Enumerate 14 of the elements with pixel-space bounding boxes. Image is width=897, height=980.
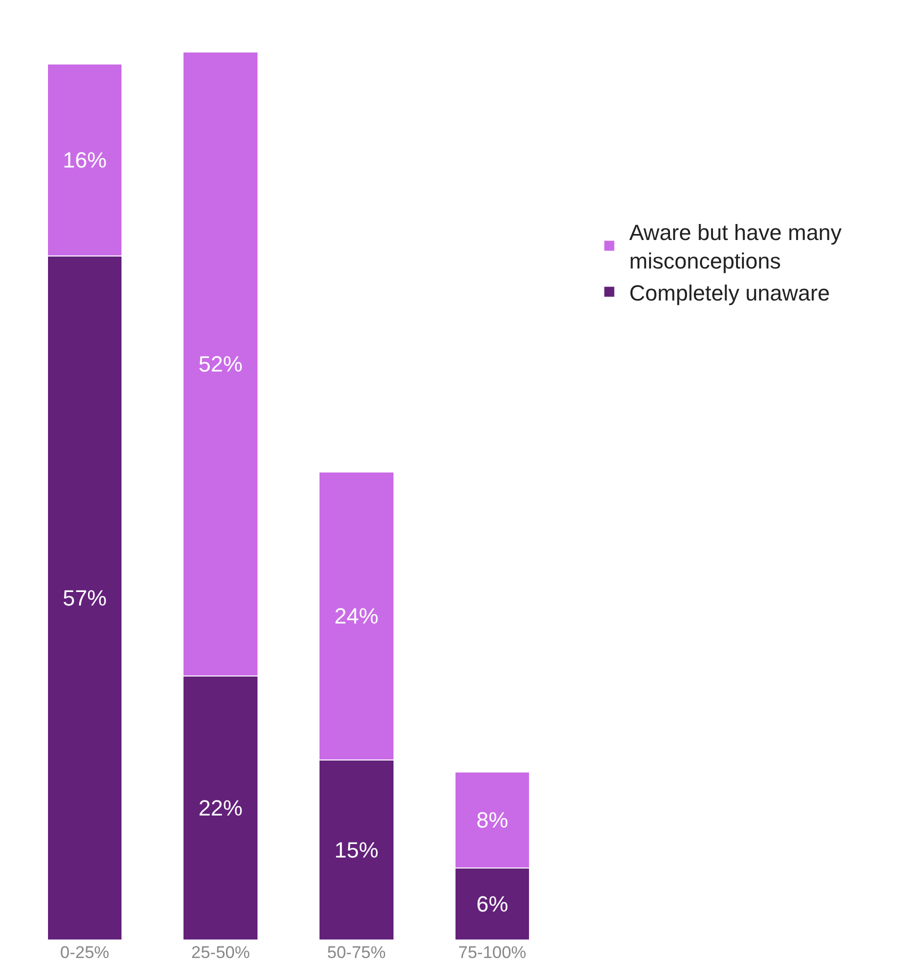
- data-label: 16%: [62, 147, 107, 172]
- legend-label: Aware but have many misconceptions: [629, 220, 842, 274]
- x-tick-label: 25-50%: [191, 943, 250, 962]
- x-tick-label: 50-75%: [327, 943, 386, 962]
- x-tick-label: 75-100%: [458, 943, 526, 962]
- x-tick-label: 0-25%: [60, 943, 110, 962]
- data-label: 57%: [62, 585, 107, 610]
- legend-label: Completely unaware: [629, 280, 830, 306]
- data-label: 6%: [476, 891, 508, 916]
- data-label: 52%: [198, 351, 243, 376]
- data-label: 24%: [334, 603, 378, 628]
- data-label: 8%: [476, 807, 508, 832]
- data-label: 15%: [334, 837, 378, 862]
- data-label: 22%: [198, 795, 243, 820]
